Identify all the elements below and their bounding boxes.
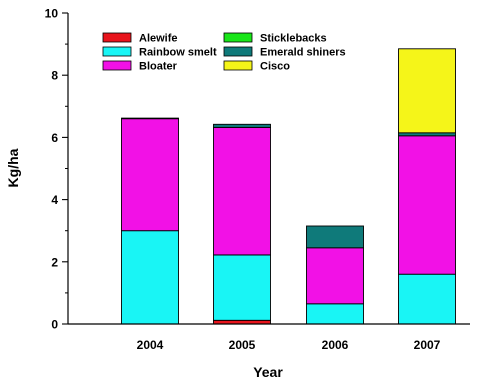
legend-label: Alewife [139,33,178,45]
bar-stack-2004 [121,117,179,325]
legend-item-cisco: Cisco [223,60,290,73]
legend-swatch [223,46,253,57]
legend-item-sticklebacks: Sticklebacks [223,32,327,45]
legend-item-emerald-shiners: Emerald shiners [223,46,346,59]
bar-stack-2007 [398,48,456,325]
y-tick-label: 10 [45,7,59,21]
x-tick-label: 2006 [322,338,349,352]
bar-segment-rainbow-smelt-2004 [121,230,179,325]
bar-segment-emerald-shiners-2006 [306,225,364,249]
bar-stack-2005 [213,123,271,325]
y-tick-label: 8 [51,69,58,83]
legend: Alewife Rainbow smelt Bloater Sticklebacks E… [102,32,346,73]
bar-segment-rainbow-smelt-2005 [213,254,271,321]
legend-swatch [102,60,132,71]
y-tick-label: 2 [51,255,58,269]
bar-segment-bloater-2004 [121,118,179,232]
bar-segment-emerald-shiners-2005 [213,123,271,128]
bar-segment-rainbow-smelt-2007 [398,273,456,325]
legend-swatch [223,60,253,71]
legend-label: Rainbow smelt [139,47,217,59]
y-tick-label: 6 [51,131,58,145]
legend-label: Sticklebacks [260,33,327,45]
bar-segment-bloater-2006 [306,247,364,305]
legend-swatch [102,46,132,57]
legend-label: Bloater [139,61,178,73]
legend-item-rainbow-smelt: Rainbow smelt [102,46,217,59]
legend-swatch [102,32,132,43]
bars-layer [121,48,456,325]
axes-layer: 0 2 4 6 8 10 2004 2005 2006 2007 [45,7,470,352]
bar-segment-bloater-2005 [213,126,271,256]
bar-segment-bloater-2007 [398,135,456,275]
y-axis-title: Kg/ha [5,148,21,187]
bar-segment-emerald-shiners-2004 [121,117,179,120]
bar-segment-rainbow-smelt-2006 [306,303,364,325]
bar-stack-2006 [306,225,364,325]
y-tick-label: 0 [51,318,58,332]
legend-item-bloater: Bloater [102,60,178,73]
x-tick-label: 2005 [229,338,256,352]
x-axis-title: Year [253,364,283,380]
legend-swatch [223,32,253,43]
y-tick-label: 4 [51,193,58,207]
legend-label: Emerald shiners [260,47,346,59]
bar-segment-cisco-2007 [398,48,456,134]
legend-item-alewife: Alewife [102,32,178,45]
x-tick-label: 2004 [137,338,164,352]
legend-label: Cisco [260,61,290,73]
x-tick-label: 2007 [414,338,441,352]
